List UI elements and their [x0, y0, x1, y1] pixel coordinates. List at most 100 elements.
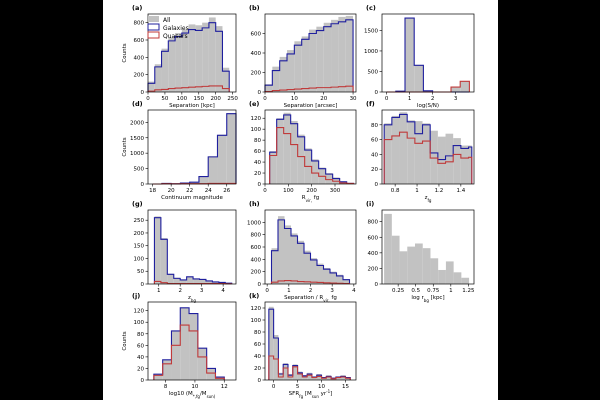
y-tick-label: 40: [254, 354, 261, 360]
bar-all: [430, 258, 439, 284]
x-tick-label: 2: [178, 288, 182, 294]
bar-all: [384, 213, 392, 284]
y-tick-label: 0: [375, 182, 379, 188]
bar-all: [168, 37, 176, 92]
bar-all: [181, 29, 189, 93]
bar-all: [195, 25, 203, 93]
step-quasars: [153, 324, 225, 380]
bar-all: [212, 281, 219, 284]
y-tick-label: 1500: [364, 28, 378, 34]
step-quasars: [270, 280, 351, 285]
bar-all: [422, 248, 431, 284]
bar-all: [198, 176, 209, 184]
x-tick-label: 5: [296, 384, 300, 390]
bar-all: [445, 261, 454, 284]
bar-all: [438, 269, 446, 284]
step-galaxies: [147, 22, 230, 92]
x-tick-label: 1.25: [462, 288, 475, 294]
bar-all: [330, 271, 337, 284]
bar-all: [407, 120, 415, 184]
y-tick-label: 100: [251, 127, 262, 133]
panel-letter: (b): [249, 4, 260, 12]
axis-label: log(S/N): [417, 103, 439, 109]
bar-all: [445, 133, 454, 184]
bar-all: [405, 18, 415, 92]
y-tick-label: 120: [251, 116, 262, 122]
bar-all: [297, 134, 305, 184]
bar-all: [460, 145, 469, 184]
axes-frame: [381, 109, 475, 185]
x-tick-label: 0: [263, 188, 267, 194]
bar-all: [430, 130, 438, 184]
legend: All Galaxies Quasars: [147, 16, 189, 40]
bar-all: [325, 173, 333, 184]
y-tick-label: 800: [134, 21, 145, 27]
bar-all: [301, 36, 310, 92]
step-quasars: [147, 85, 230, 92]
x-tick-label: 0: [263, 96, 267, 102]
x-tick-label: 200: [306, 188, 317, 194]
legend-swatch-galaxies: [147, 23, 160, 31]
bar-all: [309, 29, 317, 93]
x-tick-label: 0: [265, 288, 269, 294]
y-tick-label: 2000: [130, 120, 144, 126]
bar-all: [189, 313, 198, 380]
y-tick-label: 600: [251, 245, 262, 251]
y-tick-label: 1000: [247, 220, 261, 226]
y-tick-label: 400: [251, 257, 262, 263]
y-tick-label: 600: [368, 235, 379, 241]
y-tick-label: 80: [254, 330, 261, 336]
bar-all: [208, 156, 218, 184]
x-tick-label: 30: [350, 96, 357, 102]
y-tick-label: 60: [254, 342, 261, 348]
x-tick-label: 10: [318, 384, 325, 390]
bar-all: [310, 258, 317, 284]
x-tick-label: 4: [221, 288, 225, 294]
y-tick-label: 500: [368, 69, 379, 75]
bar-all: [171, 330, 181, 380]
panel-letter: (d): [132, 100, 143, 108]
y-tick-label: 0: [258, 282, 262, 288]
y-tick-label: 80: [254, 138, 261, 144]
x-tick-label: 20: [168, 188, 175, 194]
bar-all: [222, 67, 230, 92]
panel-e: (e) 0 100 200 300 0 20 40 60 80 100 120 Rvir, fg: [249, 100, 357, 203]
x-tick-label: 2: [309, 288, 313, 294]
bar-all: [414, 65, 424, 92]
y-tick-label: 100: [251, 318, 262, 324]
bar-all: [391, 235, 400, 284]
x-tick-label: 0: [272, 384, 276, 390]
panel-letter: (f): [366, 100, 375, 108]
y-tick-label: 400: [134, 55, 145, 61]
x-tick-label: 3: [330, 288, 334, 294]
bar-all: [148, 81, 155, 92]
bar-all: [287, 50, 295, 92]
y-tick-label: 80: [371, 123, 378, 129]
y-tick-label: 20: [137, 366, 144, 372]
y-tick-label: 60: [137, 343, 144, 349]
x-tick-label: 300: [330, 188, 341, 194]
panel-letter: (c): [366, 4, 376, 12]
bar-all: [153, 374, 163, 380]
axis-label: Separation [arcsec]: [284, 103, 338, 109]
bar-all: [307, 372, 312, 380]
bar-all: [291, 233, 298, 284]
axes-frame: [147, 301, 237, 381]
y-tick-label: 120: [251, 306, 262, 312]
panel-d: (d) 18 20 22 24 26 0 500 1000 1500 2000 Continuum m…: [122, 100, 237, 201]
bar-all: [189, 181, 199, 184]
x-tick-label: 12: [221, 384, 228, 390]
y-axis-label: Counts: [122, 43, 128, 62]
x-tick-label: 18: [149, 188, 156, 194]
bar-all: [197, 348, 207, 380]
bar-all: [273, 335, 279, 380]
bar-all: [186, 276, 194, 284]
x-tick-label: 8: [164, 384, 168, 390]
x-tick-label: 24: [205, 188, 212, 194]
bar-all: [317, 263, 324, 284]
step-galaxies: [386, 17, 470, 93]
x-tick-label: 4: [352, 288, 356, 294]
bar-all: [217, 134, 227, 184]
bar-all: [316, 26, 324, 92]
legend-swatch-all: [148, 16, 159, 22]
